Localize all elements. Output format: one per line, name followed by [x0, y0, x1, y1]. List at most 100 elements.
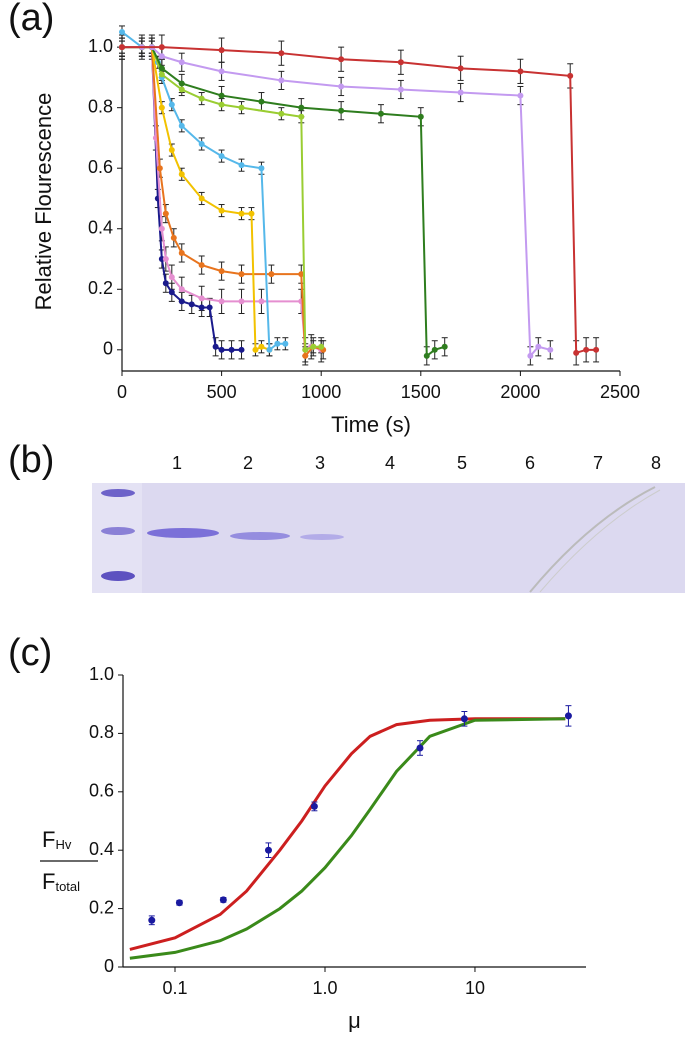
data-point	[218, 298, 225, 305]
data-point	[198, 304, 205, 311]
series-line	[122, 46, 551, 359]
data-point	[258, 165, 265, 172]
data-point	[298, 271, 305, 278]
data-point	[168, 101, 175, 108]
data-point	[218, 346, 225, 353]
y-tick-label: 0.8	[89, 722, 114, 742]
data-point	[162, 280, 169, 287]
data-point	[156, 165, 163, 172]
y-title-subscript: total	[55, 879, 80, 894]
x-tick-label: 500	[207, 382, 237, 402]
data-point	[264, 846, 272, 854]
series-line	[122, 46, 270, 352]
data-point	[527, 352, 534, 359]
data-point	[158, 44, 165, 51]
data-point	[238, 298, 245, 305]
data-point	[218, 101, 225, 108]
data-point	[198, 95, 205, 102]
data-point	[198, 195, 205, 202]
data-point	[258, 98, 265, 105]
data-point	[423, 352, 430, 359]
data-point	[178, 59, 185, 66]
x-tick-label: 1.0	[312, 978, 337, 998]
y-title-symbol: F	[42, 869, 55, 894]
lane-label: 1	[172, 453, 182, 473]
x-axis-title: μ	[348, 1008, 361, 1033]
data-point	[248, 210, 255, 217]
data-point	[119, 29, 125, 35]
data-point	[158, 71, 165, 78]
data-point	[218, 207, 225, 214]
y-tick-label: 0.2	[89, 897, 114, 917]
data-point	[457, 65, 464, 72]
data-point	[567, 72, 574, 79]
data-point	[397, 59, 404, 66]
data-point	[158, 104, 165, 111]
y-tick-label: 0.6	[88, 157, 113, 177]
data-point	[238, 162, 245, 169]
y-tick-label: 0	[103, 339, 113, 359]
data-point	[517, 68, 524, 75]
data-point	[178, 171, 185, 178]
data-point	[178, 249, 185, 256]
panel-label: (c)	[8, 632, 52, 674]
lane-label: 3	[315, 453, 325, 473]
data-point	[338, 107, 345, 114]
x-axis-title: Time (s)	[331, 412, 411, 437]
data-point	[170, 234, 177, 241]
data-point	[258, 343, 265, 350]
x-tick-label: 1500	[401, 382, 441, 402]
data-point	[198, 140, 205, 147]
gel-image	[92, 483, 685, 593]
data-point	[310, 343, 317, 350]
data-point	[278, 77, 285, 84]
data-point	[457, 89, 464, 96]
x-tick-label: 2500	[600, 382, 640, 402]
data-point	[198, 295, 205, 302]
lane-label: 2	[243, 453, 253, 473]
data-point	[119, 44, 125, 51]
y-tick-label: 0	[104, 956, 114, 976]
data-point	[218, 68, 225, 75]
fit-curve	[129, 717, 566, 960]
y-tick-label: 1.0	[89, 664, 114, 684]
data-point	[168, 289, 175, 296]
data-point	[338, 56, 345, 63]
y-axis-title: Ftotal	[42, 869, 80, 895]
y-tick-label: 0.4	[89, 839, 114, 859]
panel-label: (b)	[8, 439, 54, 481]
data-point	[168, 147, 175, 154]
y-tick-label: 0.2	[88, 278, 113, 298]
lane-label: 7	[593, 453, 603, 473]
data-point	[278, 110, 285, 117]
data-point	[238, 271, 245, 278]
data-point	[397, 86, 404, 93]
data-point	[441, 343, 448, 350]
data-point	[212, 343, 219, 350]
lane-label: 8	[651, 453, 661, 473]
data-point	[228, 346, 235, 353]
data-point	[162, 210, 169, 217]
data-point	[178, 286, 185, 293]
data-point	[583, 346, 590, 353]
data-point	[564, 712, 572, 720]
data-point	[218, 153, 225, 160]
y-tick-label: 0.4	[88, 217, 113, 237]
fit-curve	[129, 717, 566, 951]
data-point	[302, 352, 309, 359]
data-point	[198, 262, 205, 269]
x-tick-label: 2000	[500, 382, 540, 402]
data-point	[188, 301, 195, 308]
data-point	[158, 65, 165, 72]
data-point	[162, 256, 169, 263]
data-point	[158, 53, 165, 60]
data-point	[218, 268, 225, 275]
y-axis-title: FHv	[42, 827, 72, 853]
y-tick-label: 0.6	[89, 781, 114, 801]
data-point	[274, 340, 281, 347]
y-title-symbol: F	[42, 827, 55, 852]
data-point	[218, 47, 225, 54]
lane-label: 5	[457, 453, 467, 473]
data-point	[178, 80, 185, 87]
